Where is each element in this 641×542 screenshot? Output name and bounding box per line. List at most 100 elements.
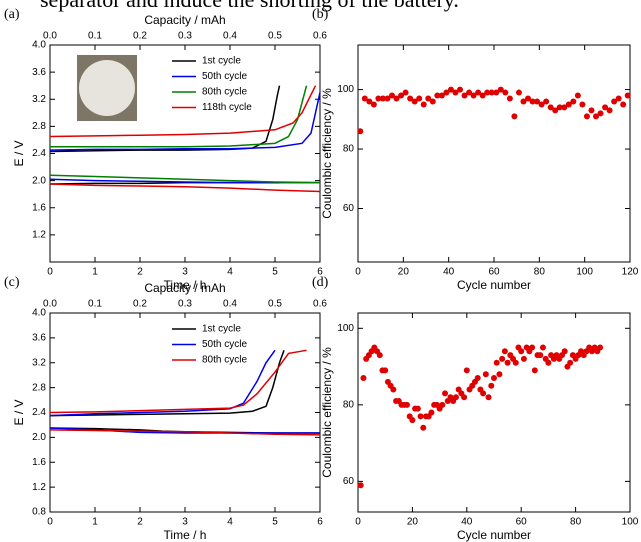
data-point	[624, 92, 631, 99]
data-point	[414, 405, 421, 412]
x-tick-label: 0	[47, 267, 53, 278]
y-tick-label: 60	[343, 203, 355, 214]
data-point	[452, 394, 459, 401]
data-point	[588, 107, 595, 114]
data-point	[485, 394, 492, 401]
curve	[50, 85, 308, 148]
data-point	[488, 382, 495, 389]
data-point	[593, 113, 599, 120]
panel-label: (a)	[4, 7, 20, 22]
data-point	[496, 371, 503, 378]
x-tick-label: 6	[317, 517, 323, 528]
y-tick-label: 1.6	[32, 202, 46, 213]
data-point	[545, 359, 552, 366]
data-point	[425, 95, 432, 102]
x2-axis-label: Capacity / mAh	[144, 281, 225, 295]
curve	[49, 174, 321, 184]
y-axis-label: E / V	[12, 140, 26, 166]
data-point	[515, 89, 522, 96]
x-tick-label: 2	[137, 517, 143, 528]
data-point	[484, 89, 491, 96]
data-point	[491, 375, 497, 382]
data-point	[534, 98, 541, 105]
data-point	[570, 98, 577, 105]
data-point	[384, 95, 391, 102]
x-axis-label: Cycle number	[457, 528, 531, 542]
y-tick-label: 4.0	[32, 308, 46, 319]
data-point	[366, 98, 373, 105]
data-point	[361, 95, 368, 102]
x-tick-label: 4	[227, 517, 233, 528]
data-point	[390, 386, 397, 393]
y-tick-label: 3.2	[32, 94, 46, 105]
x-tick-label: 60	[488, 267, 500, 278]
x2-tick-label: 0.1	[88, 299, 102, 310]
data-point	[497, 86, 504, 93]
x-tick-label: 40	[443, 267, 455, 278]
caption-fragment: separator and induce the shorting of the…	[40, 0, 459, 12]
y-tick-label: 2.4	[32, 148, 46, 159]
y-tick-label: 2.4	[32, 407, 46, 418]
x-tick-label: 80	[570, 517, 582, 528]
y-tick-label: 1.6	[32, 457, 46, 468]
x2-tick-label: 0.1	[88, 31, 102, 42]
y-axis-label: Coulombic efficiency / %	[320, 88, 334, 219]
data-point	[470, 92, 477, 99]
data-point	[520, 98, 527, 105]
data-point	[403, 401, 410, 408]
y-tick-label: 2.8	[32, 382, 46, 393]
x-tick-label: 0	[355, 267, 361, 278]
y-tick-label: 3.2	[32, 357, 46, 368]
legend-label: 50th cycle	[202, 339, 247, 350]
y-tick-label: 1.2	[32, 230, 46, 241]
x-tick-label: 5	[272, 267, 278, 278]
data-point	[547, 104, 554, 111]
x-tick-label: 60	[516, 517, 528, 528]
data-point	[428, 409, 435, 416]
x2-tick-label: 0.2	[133, 31, 147, 42]
data-point	[525, 95, 531, 102]
data-point	[504, 359, 511, 366]
data-point	[602, 104, 609, 111]
y-tick-label: 4.0	[32, 40, 46, 51]
plot-frame	[357, 312, 631, 513]
data-point	[597, 344, 604, 351]
data-point	[615, 95, 622, 102]
y-tick-label: 2.0	[32, 175, 46, 186]
x-tick-label: 20	[407, 517, 419, 528]
data-point	[442, 390, 449, 397]
panel-label: (b)	[312, 7, 329, 22]
y-tick-label: 60	[343, 476, 355, 487]
data-point	[370, 101, 377, 108]
data-point	[389, 92, 395, 99]
legend-label: 80th cycle	[202, 355, 247, 366]
y-tick-label: 3.6	[32, 67, 46, 78]
x-tick-label: 80	[534, 267, 546, 278]
data-point	[538, 101, 545, 108]
data-point	[393, 95, 400, 102]
data-point	[520, 355, 527, 362]
x-tick-label: 4	[227, 267, 233, 278]
x2-tick-label: 0.4	[223, 31, 237, 42]
data-point	[452, 89, 459, 96]
data-point	[511, 113, 518, 120]
x2-axis-label: Capacity / mAh	[144, 13, 225, 27]
data-point	[499, 355, 506, 362]
data-point	[443, 89, 450, 96]
panel-label: (c)	[4, 275, 20, 290]
data-point	[567, 359, 574, 366]
data-point	[439, 401, 446, 408]
data-point	[579, 101, 586, 108]
data-point	[493, 89, 500, 96]
x2-tick-label: 0.5	[268, 31, 282, 42]
data-point	[461, 394, 468, 401]
data-point	[434, 92, 441, 99]
data-point	[552, 107, 559, 114]
x-axis-label: Time / h	[164, 528, 207, 542]
data-point	[379, 95, 386, 102]
x-tick-label: 5	[272, 517, 278, 528]
x-tick-label: 40	[461, 517, 473, 528]
x-tick-label: 3	[182, 517, 188, 528]
data-point	[531, 367, 538, 374]
